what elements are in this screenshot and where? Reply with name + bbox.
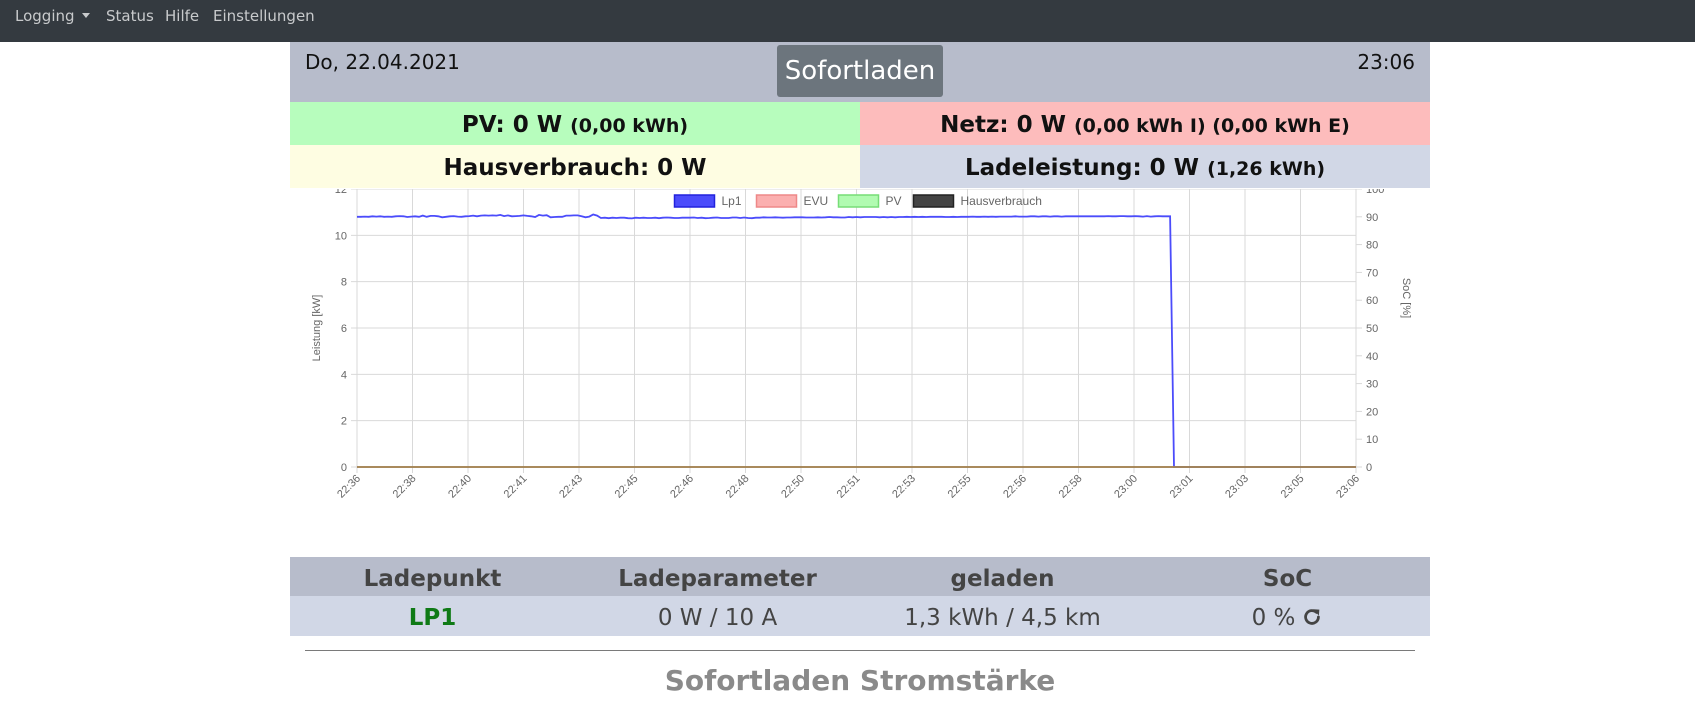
- y-right-tick-label: 100: [1366, 189, 1384, 196]
- y-right-tick-label: 0: [1366, 462, 1372, 474]
- nav-logging-label: Logging: [15, 7, 75, 25]
- main-container: Do, 22.04.2021 Sofortladen 23:06 PV: 0 W…: [290, 42, 1430, 697]
- nav-logging-dropdown[interactable]: Logging: [15, 0, 90, 32]
- legend-swatch: [755, 194, 798, 208]
- pv-power-value: PV: 0 W: [461, 112, 563, 138]
- y-right-tick-label: 80: [1366, 240, 1378, 252]
- y-left-tick-label: 4: [341, 369, 347, 381]
- header-soc: SoC: [1262, 566, 1313, 592]
- y-right-tick-label: 40: [1366, 351, 1378, 363]
- legend-label: Lp1: [722, 194, 742, 208]
- charge-point-name[interactable]: LP1: [408, 605, 457, 631]
- charge-mode-button[interactable]: Sofortladen: [777, 45, 943, 97]
- legend-swatch: [912, 194, 955, 208]
- x-tick-label: 23:01: [1168, 473, 1196, 501]
- y-left-tick-label: 2: [341, 416, 347, 428]
- power-chart-area: 0 2 4 6 8 10 12 0 10 20 30 40 50 60 70 80 90 100 22:36 22:3…: [290, 184, 1430, 557]
- house-consumption-cell: Hausverbrauch: 0 W: [290, 145, 860, 188]
- nav-hilfe[interactable]: Hilfe: [165, 7, 200, 25]
- refresh-icon[interactable]: [1301, 599, 1323, 643]
- x-tick-label: 22:51: [835, 473, 863, 501]
- x-tick-label: 22:40: [446, 473, 474, 501]
- top-navbar: Logging Status Hilfe Einstellungen: [0, 0, 1695, 42]
- power-chart: 0 2 4 6 8 10 12 0 10 20 30 40 50 60 70 80 90 100 22:36 22:3…: [311, 184, 1412, 501]
- y-right-tick-label: 50: [1366, 323, 1378, 335]
- caret-down-icon: [81, 13, 90, 18]
- time-display: 23:06: [1357, 50, 1415, 74]
- y-left-axis-label: Leistung [kW]: [311, 295, 323, 362]
- y-left-tick-label: 8: [341, 277, 347, 289]
- x-tick-label: 22:58: [1057, 473, 1085, 501]
- x-tick-label: 23:06: [1334, 473, 1362, 501]
- x-tick-label: 22:43: [557, 473, 585, 501]
- y-left-tick-label: 6: [341, 323, 347, 335]
- y-right-tick-label: 70: [1366, 267, 1378, 279]
- header-ladeparameter: Ladeparameter: [618, 566, 817, 592]
- legend-label: EVU: [804, 194, 829, 208]
- nav-einstellungen[interactable]: Einstellungen: [213, 7, 315, 25]
- x-tick-label: 22:50: [779, 473, 807, 501]
- grid-energy-value: (0,00 kWh I) (0,00 kWh E): [1073, 115, 1350, 137]
- y-left-tick-label: 0: [341, 462, 347, 474]
- y-left-tick-label: 10: [335, 230, 347, 242]
- status-header: Do, 22.04.2021 Sofortladen 23:06: [290, 42, 1430, 102]
- x-tick-label: 22:41: [502, 473, 530, 501]
- date-display: Do, 22.04.2021: [305, 50, 460, 74]
- nav-status[interactable]: Status: [106, 7, 154, 25]
- y-right-axis-label: SoC [%]: [1400, 278, 1412, 318]
- pv-energy-value: (0,00 kWh): [570, 115, 689, 137]
- x-tick-label: 23:03: [1223, 473, 1251, 501]
- y-right-tick-label: 20: [1366, 406, 1378, 418]
- legend-swatch: [837, 194, 880, 208]
- charge-point-table: Ladepunkt Ladeparameter geladen SoC LP1 …: [290, 557, 1430, 636]
- table-row: LP1 0 W / 10 A 1,3 kWh / 4,5 km 0 %: [290, 596, 1430, 636]
- y-right-tick-label: 90: [1366, 212, 1378, 224]
- legend-label: Hausverbrauch: [961, 194, 1042, 208]
- charge-energy-value: (1,26 kWh): [1207, 158, 1326, 180]
- section-divider: [305, 650, 1415, 651]
- x-tick-label: 22:55: [946, 473, 974, 501]
- x-tick-label: 22:48: [724, 473, 752, 501]
- legend-item-pv[interactable]: PV: [837, 194, 902, 208]
- charge-parameters: 0 W / 10 A: [657, 605, 778, 631]
- header-ladepunkt: Ladepunkt: [363, 566, 502, 592]
- x-tick-label: 22:53: [890, 473, 918, 501]
- grid-power-value: Netz: 0 W: [940, 112, 1066, 138]
- soc-cell: 0 %: [1145, 596, 1430, 643]
- table-header-row: Ladepunkt Ladeparameter geladen SoC: [290, 557, 1430, 596]
- y-right-tick-label: 10: [1366, 434, 1378, 446]
- grid-power-cell: Netz: 0 W (0,00 kWh I) (0,00 kWh E): [860, 102, 1430, 145]
- legend-swatch: [673, 194, 716, 208]
- y-right-tick-label: 30: [1366, 379, 1378, 391]
- x-tick-label: 22:46: [668, 473, 696, 501]
- x-tick-label: 22:56: [1001, 473, 1029, 501]
- x-tick-label: 22:38: [391, 473, 419, 501]
- power-stats: PV: 0 W (0,00 kWh) Netz: 0 W (0,00 kWh I…: [290, 102, 1430, 189]
- legend-label: PV: [886, 194, 902, 208]
- charge-power-cell: Ladeleistung: 0 W (1,26 kWh): [860, 145, 1430, 188]
- section-title: Sofortladen Stromstärke: [664, 664, 1056, 697]
- x-tick-label: 22:36: [335, 473, 363, 501]
- legend-item-evu[interactable]: EVU: [755, 194, 829, 208]
- y-right-tick-label: 60: [1366, 295, 1378, 307]
- legend-item-lp1[interactable]: Lp1: [673, 194, 742, 208]
- x-tick-label: 23:00: [1112, 473, 1140, 501]
- pv-power-cell: PV: 0 W (0,00 kWh): [290, 102, 860, 145]
- x-tick-label: 22:45: [613, 473, 641, 501]
- header-geladen: geladen: [950, 566, 1055, 592]
- charge-power-value: Ladeleistung: 0 W: [964, 155, 1200, 181]
- x-tick-label: 23:05: [1279, 473, 1307, 501]
- soc-value: 0 %: [1251, 605, 1296, 631]
- legend-item-hausverbrauch[interactable]: Hausverbrauch: [912, 194, 1042, 208]
- y-left-tick-label: 12: [335, 189, 347, 196]
- house-consumption-value: Hausverbrauch: 0 W: [443, 155, 707, 181]
- charged-amount: 1,3 kWh / 4,5 km: [904, 605, 1101, 631]
